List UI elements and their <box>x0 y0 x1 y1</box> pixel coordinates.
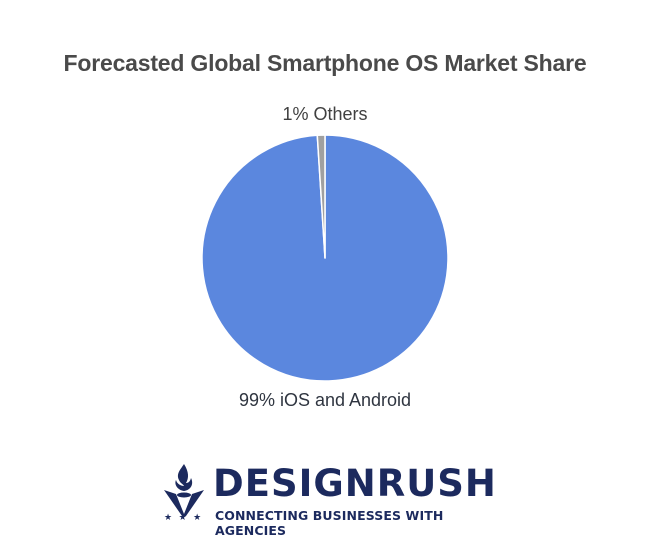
pie-slices <box>201 134 449 382</box>
flame-v-icon <box>164 464 204 516</box>
slice-label-ios-android: 99% iOS and Android <box>238 390 412 410</box>
designrush-logo: ★ ★ ★ DESIGNRUSH CONNECTING BUSINESSES W… <box>160 458 496 538</box>
brand-name: DESIGNRUSH <box>213 462 497 505</box>
rating-stars: ★ ★ ★ <box>164 512 204 522</box>
chart-title: Forecasted Global Smartphone OS Market S… <box>63 50 587 76</box>
brand-tagline: CONNECTING BUSINESSES WITH AGENCIES <box>215 508 444 538</box>
slice-label-others: 1% Others <box>282 104 368 124</box>
pie-slice-others <box>316 134 326 259</box>
